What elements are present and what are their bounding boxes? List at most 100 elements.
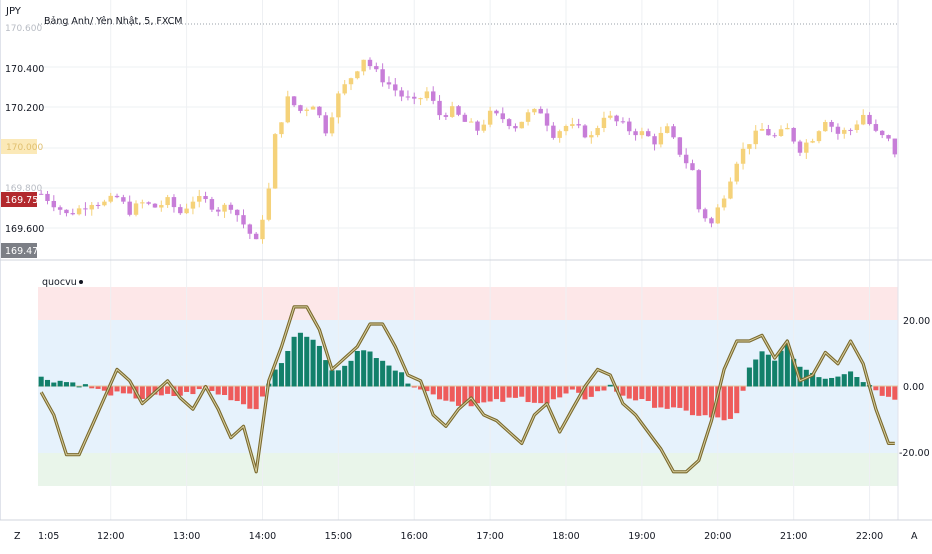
histogram <box>38 332 898 421</box>
candle <box>652 133 657 151</box>
candle-body <box>216 209 221 212</box>
price-tick-169600: 169.600 <box>5 224 44 235</box>
candle-body <box>671 126 676 138</box>
candle-body <box>759 129 765 131</box>
candle <box>76 205 82 216</box>
candle <box>399 87 404 102</box>
histogram-bar <box>791 358 797 387</box>
candle <box>551 122 556 140</box>
histogram-bar <box>51 382 57 387</box>
candle <box>835 123 841 140</box>
histogram-bar <box>323 360 329 387</box>
candle <box>816 130 822 144</box>
time-label: 19:00 <box>628 531 655 542</box>
candle-body <box>140 202 145 204</box>
candle-body <box>519 121 524 129</box>
candle <box>532 108 537 115</box>
histogram-bar <box>449 386 455 402</box>
candle <box>481 119 487 133</box>
histogram-bar <box>209 386 215 391</box>
indicator-settings-dot[interactable] <box>79 280 83 284</box>
candle <box>886 134 891 142</box>
histogram-bar <box>658 386 664 408</box>
candle <box>696 169 702 213</box>
candle-body <box>456 106 461 115</box>
time-label: 15:00 <box>325 531 352 542</box>
candle <box>468 118 474 123</box>
histogram-bar <box>361 350 367 387</box>
time-label: 1:05 <box>38 531 59 542</box>
candle <box>266 182 272 222</box>
candle-body <box>209 199 215 210</box>
histogram-bar <box>588 386 594 397</box>
candle-body <box>601 117 607 129</box>
histogram-bar <box>329 370 335 387</box>
histogram-bar <box>582 386 588 400</box>
histogram-bar <box>291 336 297 387</box>
candle <box>374 62 379 73</box>
histogram-bar <box>696 386 702 416</box>
candle <box>114 193 120 199</box>
histogram-bar <box>342 365 348 387</box>
candle <box>355 70 360 80</box>
histogram-bar <box>835 376 841 387</box>
zoom-tool-icon[interactable]: Z <box>14 531 21 542</box>
candle <box>336 91 341 124</box>
histogram-bar <box>772 360 778 387</box>
histogram-bar <box>569 386 575 390</box>
candle-body <box>443 115 449 117</box>
histogram-bar <box>512 386 518 398</box>
histogram-bar <box>335 370 341 387</box>
candle <box>557 129 562 143</box>
candle <box>721 195 727 211</box>
histogram-bar <box>44 379 51 387</box>
candle <box>51 195 57 212</box>
histogram-bar <box>177 386 183 396</box>
candle-body <box>475 121 480 131</box>
candle <box>506 118 512 130</box>
candle <box>216 207 221 217</box>
histogram-bar <box>595 386 601 392</box>
histogram-bar <box>165 386 171 394</box>
auto-scale-icon[interactable]: A <box>911 531 918 542</box>
candle <box>260 215 265 244</box>
candle <box>766 124 771 136</box>
price-tick-170400: 170.400 <box>5 64 44 75</box>
candle <box>89 202 94 216</box>
osc-tick-20: 20.00 <box>903 316 930 327</box>
histogram-bar <box>493 386 499 400</box>
candle-body <box>563 125 569 132</box>
histogram-bar <box>810 372 816 387</box>
candle <box>361 59 366 76</box>
histogram-bar <box>272 369 278 387</box>
osc-tick-minus20: -20.00 <box>899 448 930 459</box>
candle <box>405 90 411 101</box>
candle-body <box>658 132 664 145</box>
candle <box>38 190 44 195</box>
candle <box>348 77 354 91</box>
candle <box>563 124 569 136</box>
candle-body <box>879 130 885 136</box>
candles <box>38 57 898 244</box>
price-badge-gray <box>1 243 37 258</box>
candle-body <box>835 126 841 134</box>
candle <box>171 194 177 213</box>
histogram-bar <box>563 386 569 394</box>
histogram-bar <box>247 386 253 409</box>
candle-body <box>873 124 879 131</box>
candle-body <box>487 110 493 125</box>
osc-tick-0: 0.00 <box>903 382 924 393</box>
candle <box>304 107 309 117</box>
candle-body <box>494 110 499 114</box>
candle-body <box>715 207 720 224</box>
histogram-bar <box>437 386 443 400</box>
candle <box>95 202 101 209</box>
candle <box>639 127 645 139</box>
time-label: 21:00 <box>780 531 807 542</box>
candle <box>709 216 714 228</box>
histogram-bar <box>462 386 468 404</box>
candle-body <box>393 84 398 91</box>
candle <box>487 106 493 128</box>
candle-body <box>728 181 733 199</box>
